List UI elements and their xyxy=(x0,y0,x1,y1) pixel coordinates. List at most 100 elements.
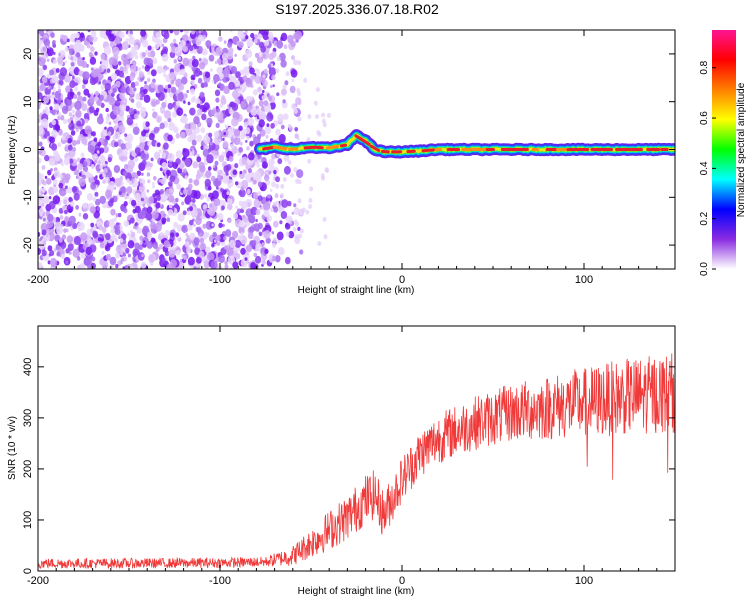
noise-speckle xyxy=(299,228,304,234)
noise-speckle xyxy=(41,249,47,257)
noise-speckle xyxy=(156,65,164,74)
noise-speckle xyxy=(259,206,263,210)
noise-speckle xyxy=(184,158,192,167)
noise-speckle xyxy=(120,104,127,112)
noise-speckle xyxy=(140,30,147,37)
noise-speckle xyxy=(270,122,275,129)
noise-speckle xyxy=(115,122,119,126)
noise-speckle xyxy=(184,241,190,248)
noise-speckle xyxy=(38,247,41,256)
noise-speckle xyxy=(65,260,69,265)
noise-speckle xyxy=(173,30,180,36)
noise-speckle xyxy=(78,70,84,77)
noise-speckle xyxy=(82,57,85,61)
noise-speckle xyxy=(247,213,255,223)
noise-speckle xyxy=(89,56,97,65)
trace-peak-segment xyxy=(339,143,347,148)
noise-speckle xyxy=(120,140,124,144)
x-tick-label: 0 xyxy=(399,575,405,587)
noise-speckle xyxy=(64,185,68,190)
noise-speckle xyxy=(218,233,226,243)
noise-speckle xyxy=(297,198,302,204)
noise-speckle xyxy=(182,45,189,53)
noise-speckle xyxy=(305,209,310,215)
noise-speckle xyxy=(189,219,194,226)
noise-speckle xyxy=(125,247,130,254)
noise-speckle xyxy=(38,157,42,164)
noise-speckle xyxy=(227,251,231,256)
noise-speckle xyxy=(282,84,287,90)
noise-speckle xyxy=(253,179,257,185)
noise-speckle xyxy=(105,233,111,241)
noise-speckle xyxy=(141,65,145,69)
noise-speckle xyxy=(114,100,121,107)
x-tick-label: -100 xyxy=(209,274,231,286)
spectrogram-x-axis-title: Height of straight line (km) xyxy=(298,285,415,296)
noise-speckle xyxy=(246,135,250,140)
noise-speckle xyxy=(250,177,254,182)
noise-speckle xyxy=(158,243,164,250)
noise-speckle xyxy=(94,51,98,56)
noise-speckle xyxy=(38,207,44,215)
noise-speckle xyxy=(75,109,82,118)
noise-speckle xyxy=(57,56,64,64)
noise-speckle xyxy=(183,255,187,260)
noise-speckle xyxy=(104,160,108,165)
noise-speckle xyxy=(113,125,118,131)
noise-speckle xyxy=(42,47,46,52)
noise-speckle xyxy=(204,178,211,187)
noise-speckle xyxy=(141,253,144,258)
trace-peak-segment xyxy=(369,144,381,152)
noise-speckle xyxy=(68,123,72,127)
noise-speckle xyxy=(317,131,322,137)
noise-speckle xyxy=(38,118,41,123)
noise-speckle xyxy=(239,141,243,146)
noise-speckle xyxy=(38,150,42,155)
noise-speckle xyxy=(88,106,95,114)
noise-speckle xyxy=(110,227,116,234)
noise-speckle xyxy=(272,84,275,88)
noise-speckle xyxy=(85,246,93,256)
noise-speckle xyxy=(263,209,270,218)
noise-speckle xyxy=(263,230,271,239)
noise-speckle xyxy=(150,98,158,108)
noise-speckle xyxy=(200,242,207,251)
noise-speckle xyxy=(218,36,223,42)
noise-speckle xyxy=(54,153,61,162)
noise-speckle xyxy=(262,31,270,41)
noise-speckle xyxy=(267,194,271,199)
noise-speckle xyxy=(209,68,213,72)
noise-speckle xyxy=(317,241,322,247)
noise-speckle xyxy=(143,240,146,244)
noise-speckle xyxy=(240,82,248,91)
noise-speckle xyxy=(190,148,193,152)
noise-speckle xyxy=(147,52,152,58)
noise-speckle xyxy=(57,84,62,89)
noise-speckle xyxy=(255,242,263,252)
noise-speckle xyxy=(61,224,64,228)
noise-speckle xyxy=(67,144,73,151)
noise-speckle xyxy=(60,162,64,167)
noise-speckle xyxy=(307,114,312,120)
noise-speckle xyxy=(210,175,216,182)
noise-speckle xyxy=(90,222,95,228)
noise-speckle xyxy=(178,83,185,91)
noise-speckle xyxy=(203,260,210,268)
colorbar-tick-label: 0.4 xyxy=(699,161,710,175)
noise-speckle xyxy=(48,158,56,166)
noise-speckle xyxy=(157,84,164,93)
noise-speckle xyxy=(134,205,141,214)
noise-speckle xyxy=(144,81,147,85)
noise-speckle xyxy=(206,154,214,164)
noise-speckle xyxy=(145,121,150,127)
noise-speckle xyxy=(77,91,81,96)
noise-speckle xyxy=(49,136,55,144)
noise-speckle xyxy=(141,130,147,137)
noise-speckle xyxy=(119,238,124,243)
noise-speckle xyxy=(81,61,88,68)
noise-speckle xyxy=(271,74,276,81)
noise-speckle xyxy=(182,148,190,158)
noise-speckle xyxy=(126,186,133,195)
x-tick-label: -100 xyxy=(209,575,231,587)
noise-speckle xyxy=(52,59,57,65)
